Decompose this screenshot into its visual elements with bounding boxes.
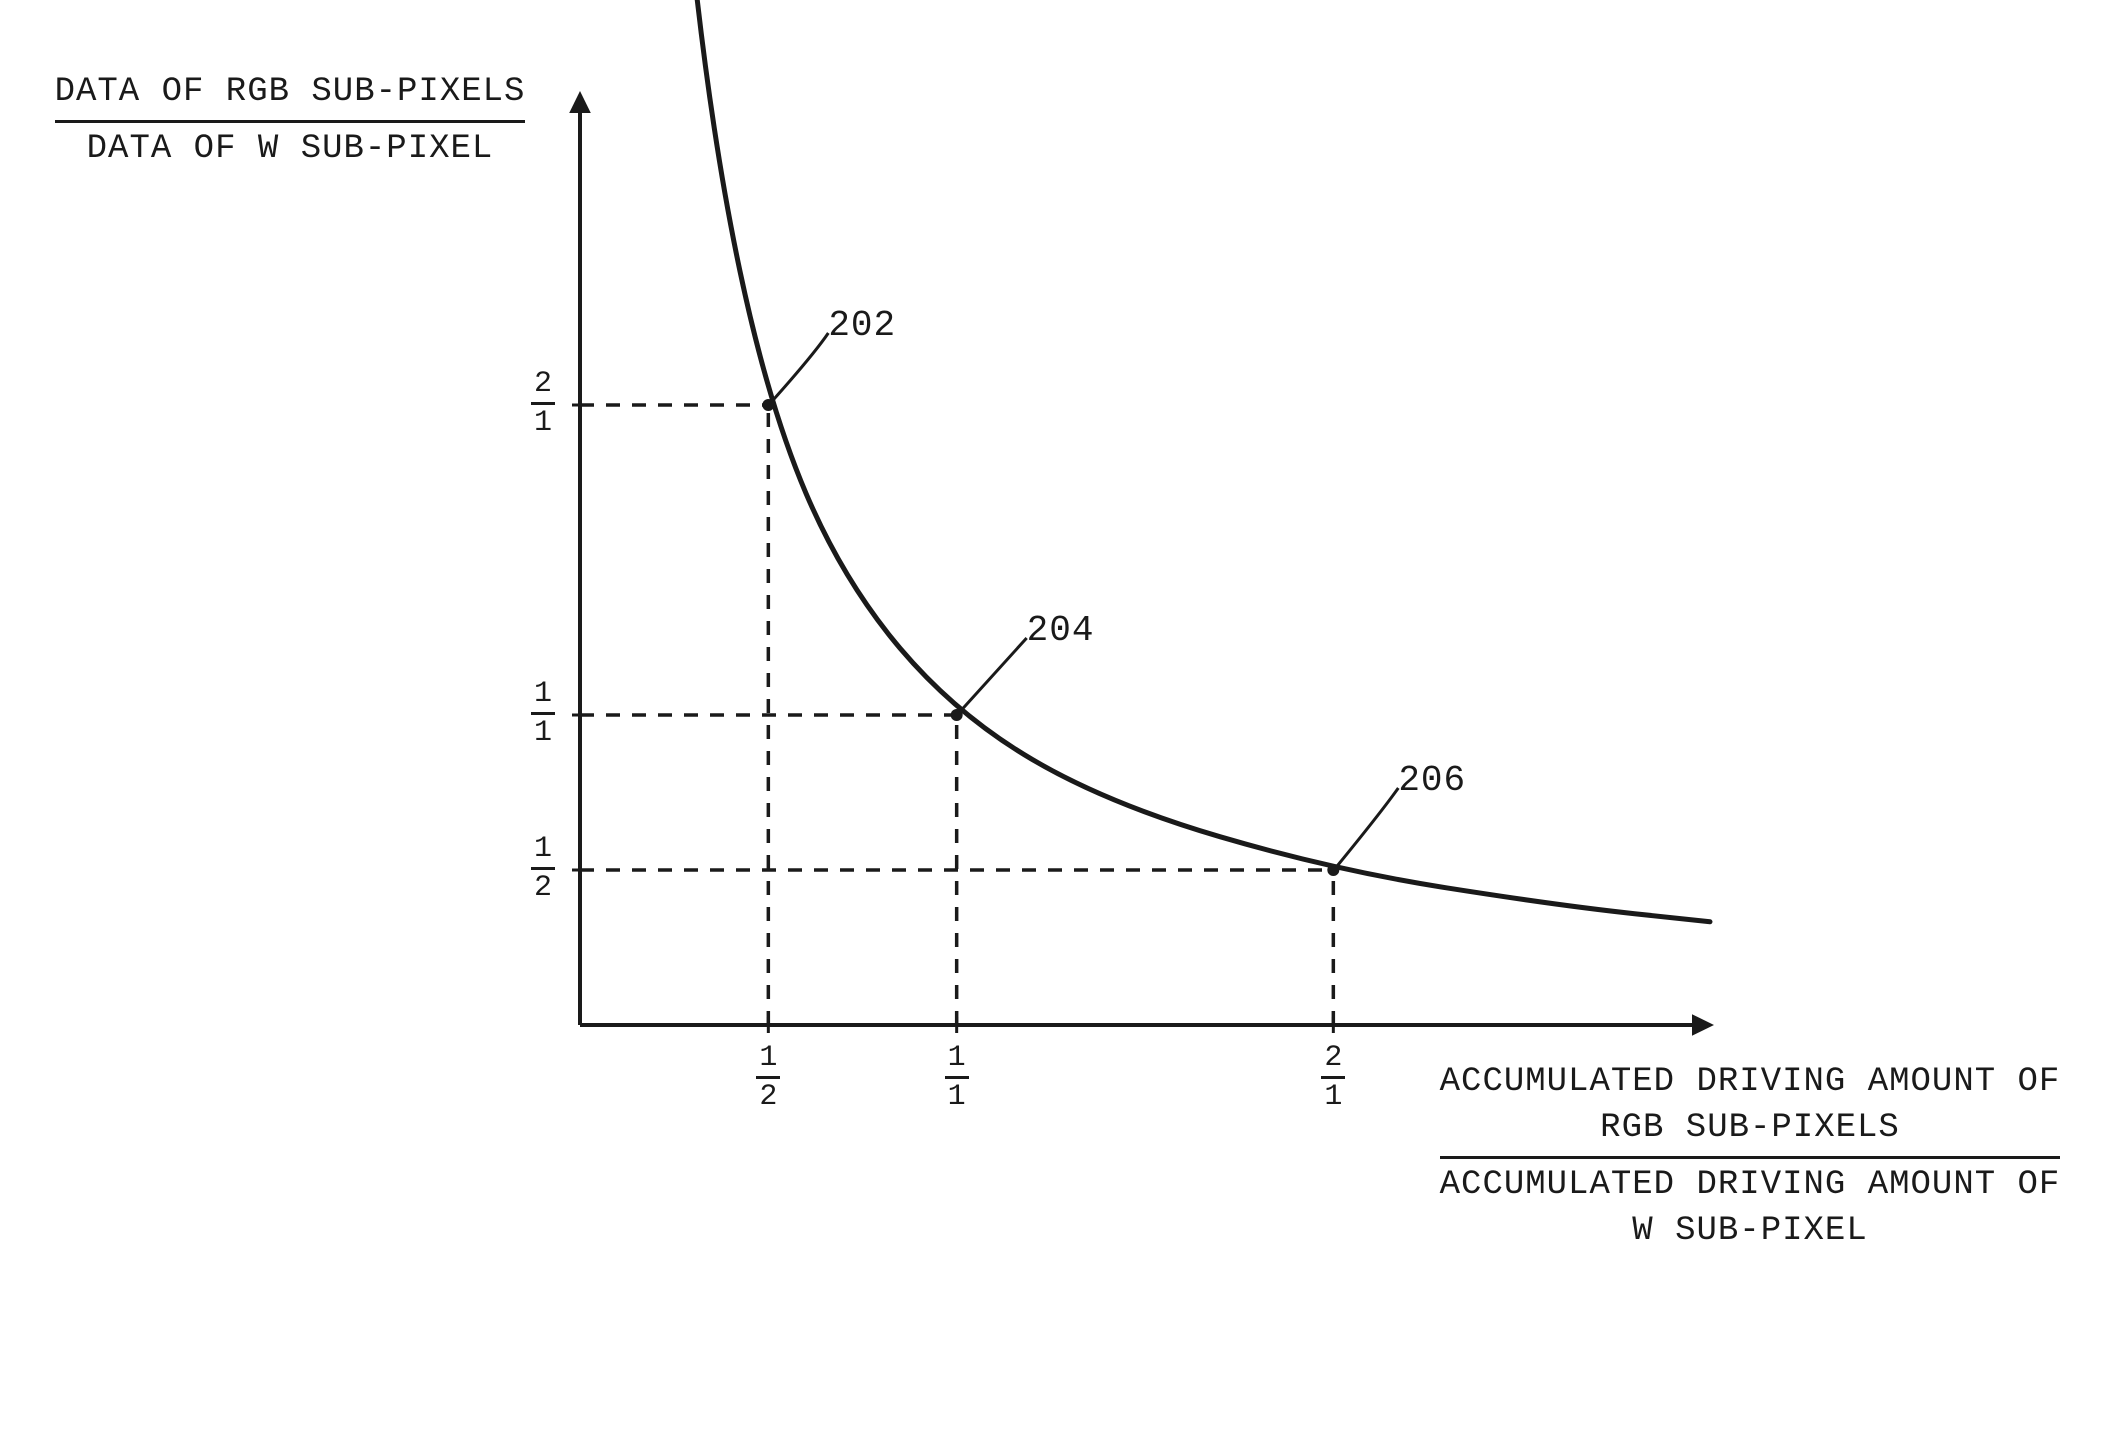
- x-axis-title-rule: [1440, 1156, 2060, 1159]
- x-axis-title-den-line2: W SUB-PIXEL: [1420, 1209, 2080, 1255]
- tick-denominator: 2: [526, 873, 560, 903]
- tick-denominator: 2: [751, 1082, 785, 1112]
- x-axis-title-den-line1: ACCUMULATED DRIVING AMOUNT OF: [1420, 1163, 2080, 1209]
- y-axis-title: DATA OF RGB SUB-PIXELS DATA OF W SUB-PIX…: [30, 70, 550, 173]
- point-label: 206: [1398, 760, 1466, 801]
- point-label: 202: [828, 305, 896, 346]
- x-tick-fraction: 11: [940, 1043, 974, 1112]
- tick-numerator: 1: [751, 1043, 785, 1073]
- point-label: 204: [1027, 610, 1095, 651]
- tick-denominator: 1: [1316, 1082, 1350, 1112]
- curve-line: [648, 0, 1710, 922]
- x-tick-fraction: 21: [1316, 1043, 1350, 1112]
- tick-numerator: 1: [940, 1043, 974, 1073]
- tick-numerator: 2: [526, 369, 560, 399]
- y-axis-title-rule: [55, 120, 525, 123]
- tick-bar: [531, 402, 555, 405]
- y-tick-fraction: 11: [526, 679, 560, 748]
- tick-denominator: 1: [526, 408, 560, 438]
- x-axis-title-num-line2: RGB SUB-PIXELS: [1420, 1106, 2080, 1152]
- tick-bar: [531, 712, 555, 715]
- x-axis-arrow: [1692, 1014, 1714, 1036]
- y-axis-title-numerator: DATA OF RGB SUB-PIXELS: [30, 70, 550, 116]
- leader-line: [771, 333, 828, 402]
- tick-denominator: 1: [526, 718, 560, 748]
- y-tick-fraction: 21: [526, 369, 560, 438]
- x-axis-title-num-line1: ACCUMULATED DRIVING AMOUNT OF: [1420, 1060, 2080, 1106]
- leader-line: [1336, 788, 1398, 867]
- tick-denominator: 1: [940, 1082, 974, 1112]
- leader-line: [960, 638, 1027, 712]
- chart-container: DATA OF RGB SUB-PIXELS DATA OF W SUB-PIX…: [0, 0, 2110, 1443]
- x-tick-fraction: 12: [751, 1043, 785, 1112]
- tick-bar: [756, 1076, 780, 1079]
- tick-bar: [1321, 1076, 1345, 1079]
- tick-numerator: 2: [1316, 1043, 1350, 1073]
- tick-bar: [945, 1076, 969, 1079]
- y-axis-title-denominator: DATA OF W SUB-PIXEL: [30, 127, 550, 173]
- tick-numerator: 1: [526, 679, 560, 709]
- tick-bar: [531, 867, 555, 870]
- y-axis-arrow: [569, 91, 591, 113]
- y-tick-fraction: 12: [526, 834, 560, 903]
- x-axis-title: ACCUMULATED DRIVING AMOUNT OF RGB SUB-PI…: [1420, 1060, 2080, 1255]
- tick-numerator: 1: [526, 834, 560, 864]
